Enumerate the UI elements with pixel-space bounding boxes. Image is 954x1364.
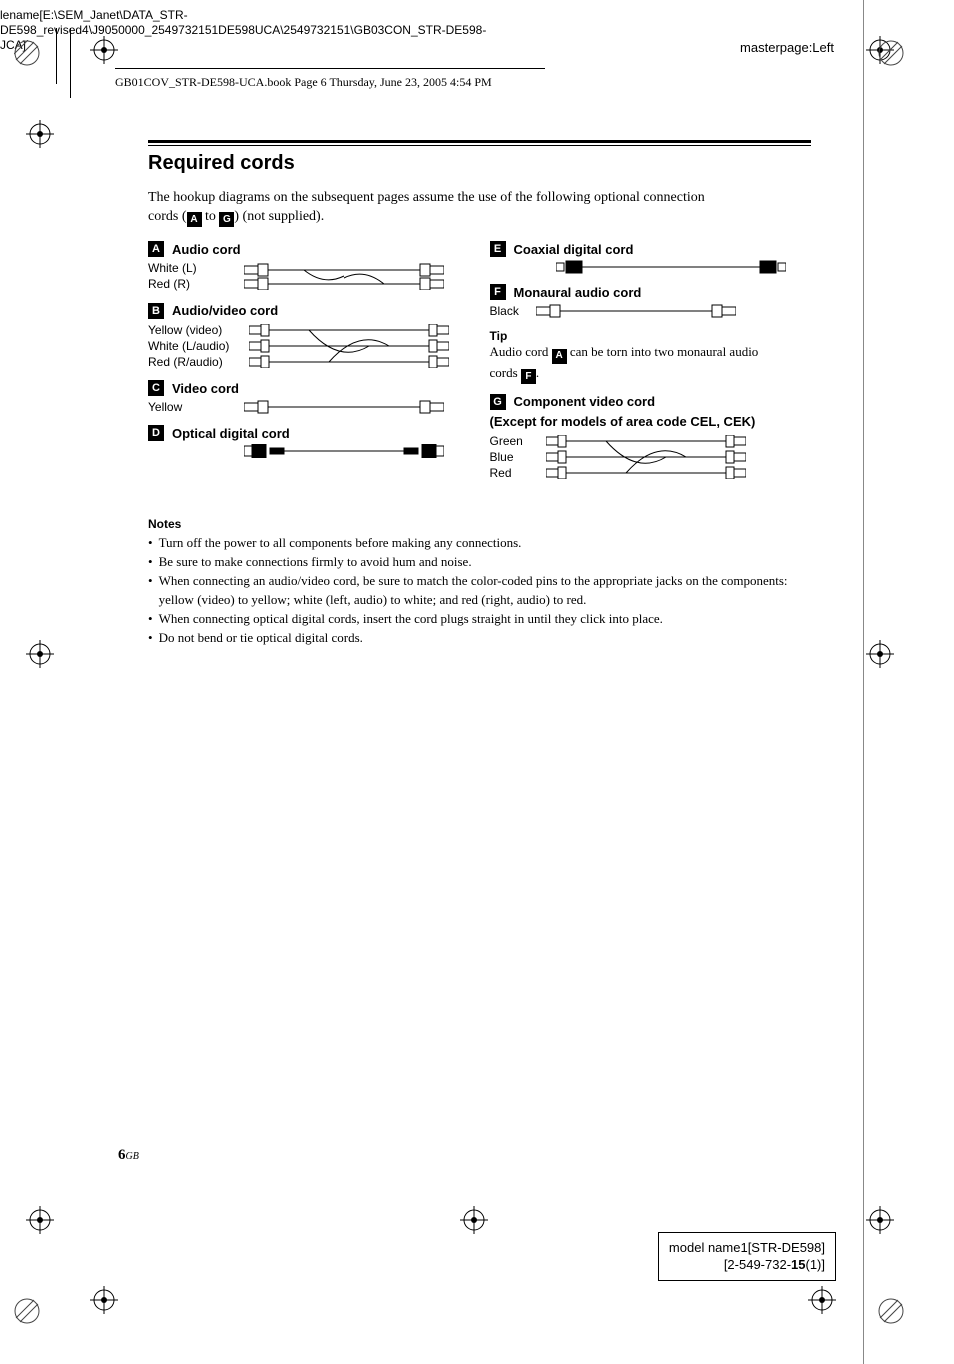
model-line: model name1[STR-DE598]	[669, 1239, 825, 1257]
crop-line	[56, 28, 57, 84]
cord-title: Audio/video cord	[172, 303, 278, 318]
cord-b-block: B Audio/video cord Yellow (video) White …	[148, 303, 470, 371]
mono-cord-icon	[536, 304, 736, 318]
crop-line	[70, 28, 71, 98]
letter-c-icon: C	[148, 380, 164, 396]
registration-mark-icon	[26, 640, 54, 668]
intro-paragraph: The hookup diagrams on the subsequent pa…	[148, 189, 811, 227]
path-line: lename[E:\SEM_Janet\DATA_STR-	[0, 8, 486, 23]
note-item: •Be sure to make connections firmly to a…	[148, 553, 811, 572]
right-column: E Coaxial digital cord F Monaural audio …	[490, 241, 812, 491]
except-note: (Except for models of area code CEL, CEK…	[490, 414, 812, 429]
file-path-header: lename[E:\SEM_Janet\DATA_STR- DE598_revi…	[0, 8, 486, 53]
hatch-circle-icon	[878, 40, 904, 66]
cord-title: Video cord	[172, 381, 239, 396]
section-title: Required cords	[148, 152, 811, 175]
registration-mark-icon	[460, 1206, 488, 1234]
notes-heading: Notes	[148, 517, 811, 531]
left-column: A Audio cord White (L) Red (R)	[148, 241, 470, 491]
letter-a-icon: A	[187, 212, 202, 227]
cord-title: Optical digital cord	[172, 426, 290, 441]
hatch-circle-icon	[14, 40, 40, 66]
cord-labels: White (L) Red (R)	[148, 260, 238, 292]
registration-mark-icon	[90, 36, 118, 64]
note-item: •Turn off the power to all components be…	[148, 534, 811, 553]
cord-title: Component video cord	[514, 394, 656, 409]
cord-d-block: D Optical digital cord	[148, 425, 470, 458]
optical-cord-icon	[244, 444, 444, 458]
av-cord-icon	[249, 324, 449, 368]
page-content: Required cords The hookup diagrams on th…	[148, 152, 811, 647]
note-item: •When connecting an audio/video cord, be…	[148, 572, 811, 610]
cord-a-block: A Audio cord White (L) Red (R)	[148, 241, 470, 292]
note-item: •When connecting optical digital cords, …	[148, 610, 811, 629]
cord-labels: Green Blue Red	[490, 433, 540, 482]
model-line: [2-549-732-15(1)]	[669, 1256, 825, 1274]
intro-text: The hookup diagrams on the subsequent pa…	[148, 190, 705, 205]
letter-g-icon: G	[219, 212, 234, 227]
cord-c-block: C Video cord Yellow	[148, 380, 470, 415]
book-page-header: GB01COV_STR-DE598-UCA.book Page 6 Thursd…	[115, 68, 545, 90]
cord-labels: Yellow	[148, 399, 238, 415]
registration-mark-icon	[866, 1206, 894, 1234]
note-item: •Do not bend or tie optical digital cord…	[148, 629, 811, 648]
registration-mark-icon	[90, 1286, 118, 1314]
masterpage-label: masterpage:Left	[740, 40, 834, 55]
notes-list: •Turn off the power to all components be…	[148, 534, 811, 647]
component-cord-icon	[546, 435, 746, 479]
crop-line	[863, 0, 864, 1364]
intro-text: ) (not supplied).	[234, 209, 324, 224]
intro-text: to	[202, 209, 220, 224]
page-number: 6GB	[118, 1147, 139, 1164]
cord-title: Audio cord	[172, 242, 241, 257]
audio-cord-icon	[244, 262, 444, 290]
page-number-value: 6	[118, 1147, 126, 1163]
letter-b-icon: B	[148, 303, 164, 319]
letter-a-icon: A	[552, 349, 567, 364]
registration-mark-icon	[26, 1206, 54, 1234]
cord-labels: Yellow (video) White (L/audio) Red (R/au…	[148, 322, 243, 371]
hatch-circle-icon	[14, 1298, 40, 1324]
letter-e-icon: E	[490, 241, 506, 257]
coax-cord-icon	[556, 260, 786, 274]
video-cord-icon	[244, 400, 444, 414]
letter-f-icon: F	[521, 369, 536, 384]
registration-mark-icon	[808, 1286, 836, 1314]
cord-title: Monaural audio cord	[514, 285, 642, 300]
letter-d-icon: D	[148, 425, 164, 441]
hatch-circle-icon	[878, 1298, 904, 1324]
tip-block: Tip Audio cord A can be torn into two mo…	[490, 329, 812, 384]
intro-text: cords (	[148, 209, 187, 224]
path-line: DE598_revised4\J9050000_2549732151DE598U…	[0, 23, 486, 38]
page-number-suffix: GB	[126, 1151, 139, 1162]
letter-a-icon: A	[148, 241, 164, 257]
tip-text: Audio cord A can be torn into two monaur…	[490, 343, 812, 384]
section-rule	[148, 140, 811, 146]
path-line: JCA]	[0, 38, 486, 53]
model-footer: model name1[STR-DE598] [2-549-732-15(1)]	[658, 1232, 836, 1281]
letter-f-icon: F	[490, 284, 506, 300]
registration-mark-icon	[866, 640, 894, 668]
tip-heading: Tip	[490, 329, 812, 343]
letter-g-icon: G	[490, 394, 506, 410]
cord-f-block: F Monaural audio cord Black	[490, 284, 812, 319]
registration-mark-icon	[26, 120, 54, 148]
cord-g-block: G Component video cord (Except for model…	[490, 394, 812, 482]
cord-labels: Black	[490, 303, 530, 319]
cord-title: Coaxial digital cord	[514, 242, 634, 257]
cord-e-block: E Coaxial digital cord	[490, 241, 812, 274]
